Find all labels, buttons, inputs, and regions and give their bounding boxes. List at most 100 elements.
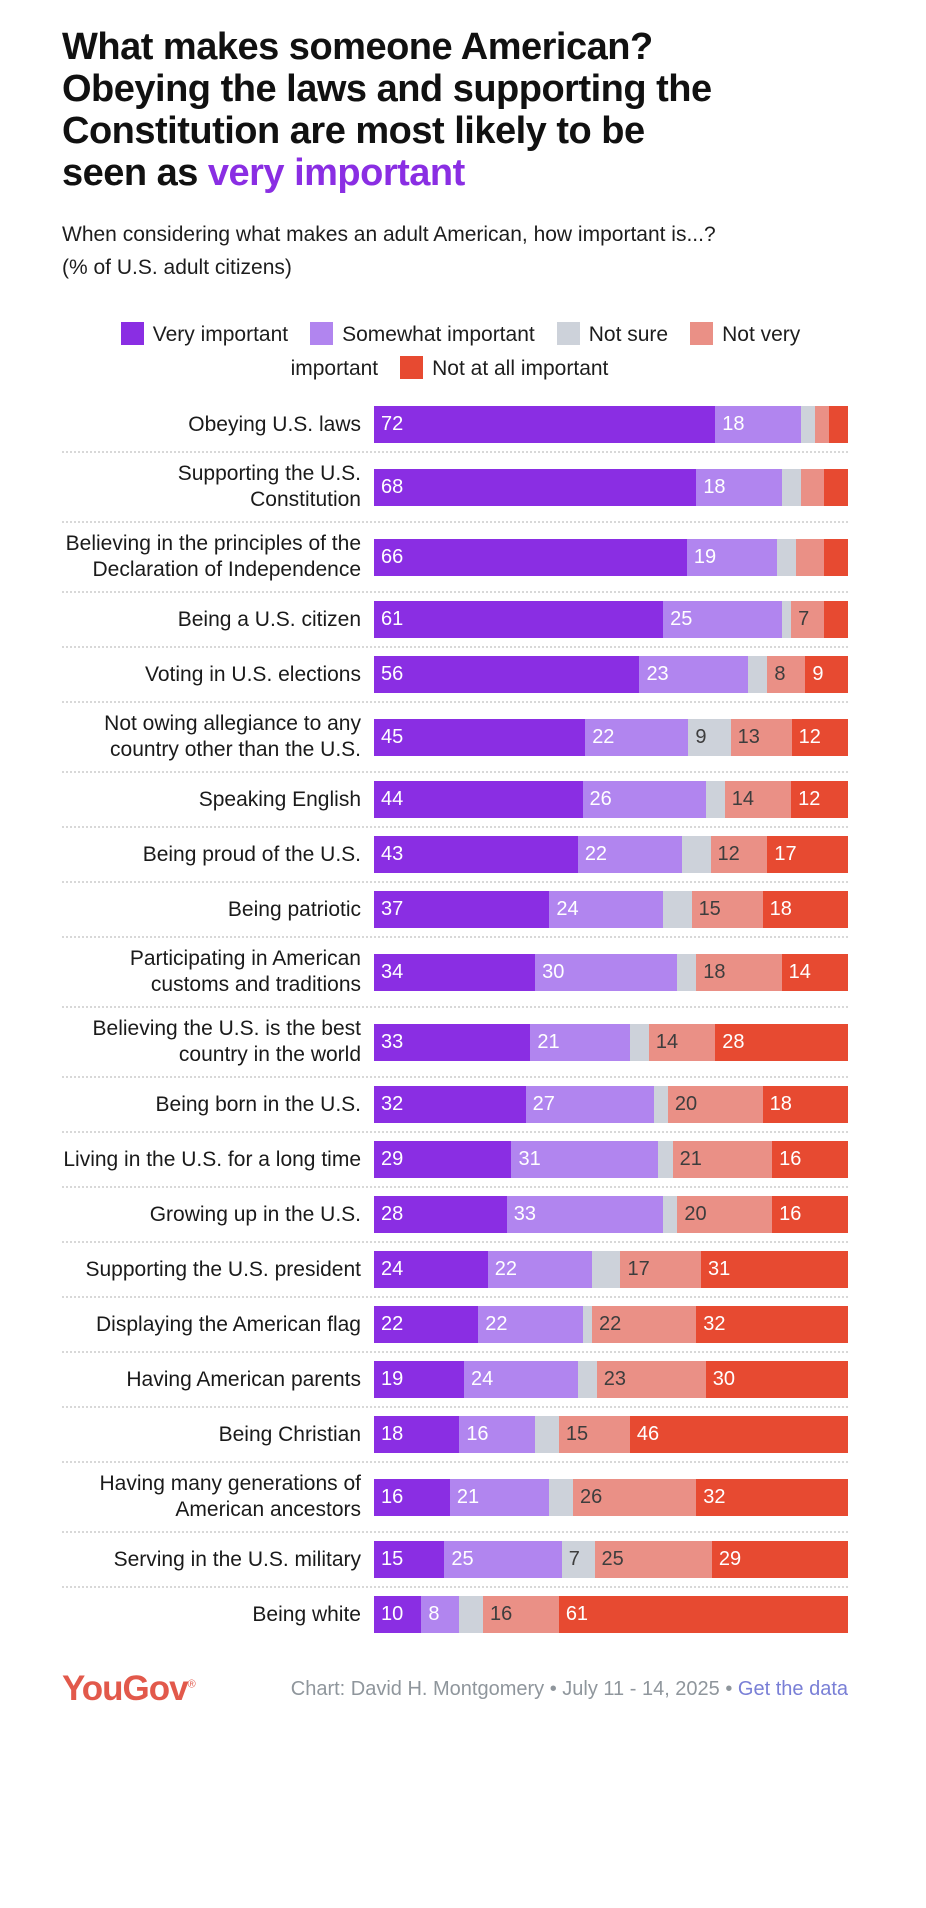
- bar-segment-very-important: 37: [374, 891, 550, 928]
- bar-value-label: 15: [381, 1548, 404, 1570]
- bar-value-label: 22: [592, 725, 615, 748]
- bar-value-label: 15: [698, 898, 721, 920]
- category-label: Living in the U.S. for a long time: [63, 1147, 361, 1171]
- category-label: Participating in American customs and tr…: [129, 947, 361, 996]
- bar-segment-not-very-important: 12: [710, 836, 768, 873]
- bar: 22 22 22 32: [374, 1306, 848, 1343]
- chart-row-having-many-generations-of-american-ancestors: Having many generations of American ance…: [62, 1461, 848, 1531]
- legend-label: Somewhat important: [342, 323, 535, 346]
- bar-segment-not-sure: [592, 1251, 621, 1288]
- bar-segment-not-very-important: 7: [791, 601, 825, 638]
- title-line-prefix: seen as: [62, 152, 198, 194]
- bar-value-label: 12: [798, 725, 821, 748]
- bar-value-label: 46: [636, 1423, 660, 1445]
- bar-value-label: 29: [381, 1148, 404, 1170]
- bar-segment-very-important: 28: [374, 1196, 507, 1233]
- bar-segment-not-very-important: [800, 468, 825, 506]
- bar: 16 21 26 32: [374, 1478, 848, 1516]
- bar-segment-somewhat-important: 8: [421, 1596, 460, 1633]
- bar-segment-not-sure: 9: [688, 718, 731, 756]
- bar-segment-not-sure: [748, 656, 768, 693]
- legend-item-somewhat-important: Somewhat important: [310, 322, 535, 346]
- category-label: Supporting the U.S. president: [85, 1257, 361, 1281]
- bar-segment-very-important: 61: [374, 601, 664, 638]
- bar-value-label: 15: [565, 1423, 589, 1445]
- bar-segment-not-at-all-important: [824, 601, 848, 638]
- bar-value-label: 72: [381, 413, 404, 435]
- bar-segment-not-very-important: 18: [696, 953, 782, 991]
- bar-value-label: 16: [779, 1203, 802, 1225]
- bar-segment-not-sure: [682, 836, 711, 873]
- bar: 61 25 7: [374, 601, 848, 638]
- category-label: Serving in the U.S. military: [113, 1547, 361, 1571]
- chart-row-believing-in-the-principles-of-the-declaration-of-independence: Believing in the principles of the Decla…: [62, 521, 848, 591]
- bar: 29 31 21 16: [374, 1141, 848, 1178]
- bar-value-label: 8: [774, 663, 786, 685]
- chart-row-believing-the-u-s-is-the-best-country-in-the-world: Believing the U.S. is the best country i…: [62, 1006, 848, 1076]
- bar-value-label: 24: [471, 1368, 494, 1390]
- bar-segment-not-sure: [459, 1596, 483, 1633]
- bar-value-label: 56: [381, 663, 404, 685]
- chart-row-having-american-parents: Having American parents 19 24 23 30: [62, 1351, 848, 1406]
- bar-segment-not-very-important: 13: [730, 718, 792, 756]
- bar: 44 26 14 12: [374, 781, 848, 818]
- bar-value-label: 17: [627, 1258, 650, 1280]
- bar-segment-very-important: 68: [374, 468, 697, 506]
- bar-segment-not-at-all-important: 12: [791, 718, 848, 756]
- bar-value-label: 22: [599, 1313, 622, 1335]
- legend: Very important Somewhat important Not sure…: [69, 318, 841, 386]
- bar-segment-somewhat-important: 22: [478, 1306, 583, 1343]
- bar-value-label: 14: [731, 788, 754, 810]
- bar-value-label: 33: [381, 1030, 404, 1053]
- bar-segment-not-at-all-important: 29: [711, 1541, 848, 1578]
- bar-segment-very-important: 43: [374, 836, 578, 873]
- bar-segment-not-very-important: 20: [677, 1196, 773, 1233]
- get-the-data-link[interactable]: Get the data: [737, 1677, 848, 1700]
- bar-value-label: 23: [603, 1368, 626, 1390]
- bar-value-label: 21: [456, 1485, 480, 1508]
- category-label: Believing the U.S. is the best country i…: [92, 1017, 361, 1066]
- bar-value-label: 29: [718, 1548, 742, 1570]
- bar-value-label: 31: [708, 1258, 731, 1280]
- bar-segment-not-at-all-important: 17: [767, 836, 848, 873]
- bar-segment-not-at-all-important: 28: [715, 1023, 848, 1061]
- bar-value-label: 31: [518, 1148, 541, 1170]
- bar-value-label: 19: [381, 1368, 404, 1390]
- bar-segment-somewhat-important: 26: [582, 781, 706, 818]
- bar-segment-not-very-important: 14: [648, 1023, 716, 1061]
- bar-segment-very-important: 22: [374, 1306, 479, 1343]
- stacked-bar-chart: Obeying U.S. laws 72 18 Supporting the U.S.…: [62, 398, 848, 1641]
- chart-row-supporting-the-u-s-president: Supporting the U.S. president 24 22 17 31: [62, 1241, 848, 1296]
- title-line: seen as very important: [62, 152, 848, 194]
- bar-segment-somewhat-important: 31: [511, 1141, 659, 1178]
- bar-segment-not-sure: [653, 1086, 668, 1123]
- legend-item-not-at-all-important: Not at all important: [400, 356, 608, 380]
- bar-segment-not-at-all-important: 12: [791, 781, 848, 818]
- bar-segment-not-at-all-important: 46: [629, 1416, 848, 1453]
- bar-segment-somewhat-important: 16: [459, 1416, 536, 1453]
- bar-value-label: 24: [381, 1258, 404, 1280]
- bar-segment-very-important: 18: [374, 1416, 460, 1453]
- bar: 45 22 9 13 12: [374, 718, 848, 756]
- bar-value-label: 21: [537, 1030, 560, 1053]
- bar-segment-very-important: 66: [374, 538, 687, 576]
- bar-segment-very-important: 45: [374, 718, 586, 756]
- bar-value-label: 45: [381, 725, 404, 748]
- bar-value-label: 24: [556, 898, 579, 920]
- chart-row-being-christian: Being Christian 18 16 15 46: [62, 1406, 848, 1461]
- bar-segment-somewhat-important: 33: [506, 1196, 664, 1233]
- chart-row-speaking-english: Speaking English 44 26 14 12: [62, 771, 848, 826]
- title-line: What makes someone American?: [62, 26, 653, 68]
- bar-segment-not-at-all-important: 16: [772, 1141, 848, 1178]
- bar-segment-not-very-important: [795, 538, 825, 576]
- bar: 66 19: [374, 538, 848, 576]
- bar-segment-not-very-important: 23: [596, 1361, 706, 1398]
- category-label: Growing up in the U.S.: [149, 1202, 361, 1226]
- bar-value-label: 25: [451, 1548, 474, 1570]
- bar-segment-not-at-all-important: 32: [696, 1306, 848, 1343]
- bar-segment-not-very-important: 22: [592, 1306, 697, 1343]
- bar-segment-very-important: 33: [374, 1023, 531, 1061]
- bar-value-label: 30: [712, 1368, 736, 1390]
- bar: 34 30 18 14: [374, 953, 848, 991]
- bar-value-label: 18: [703, 960, 726, 983]
